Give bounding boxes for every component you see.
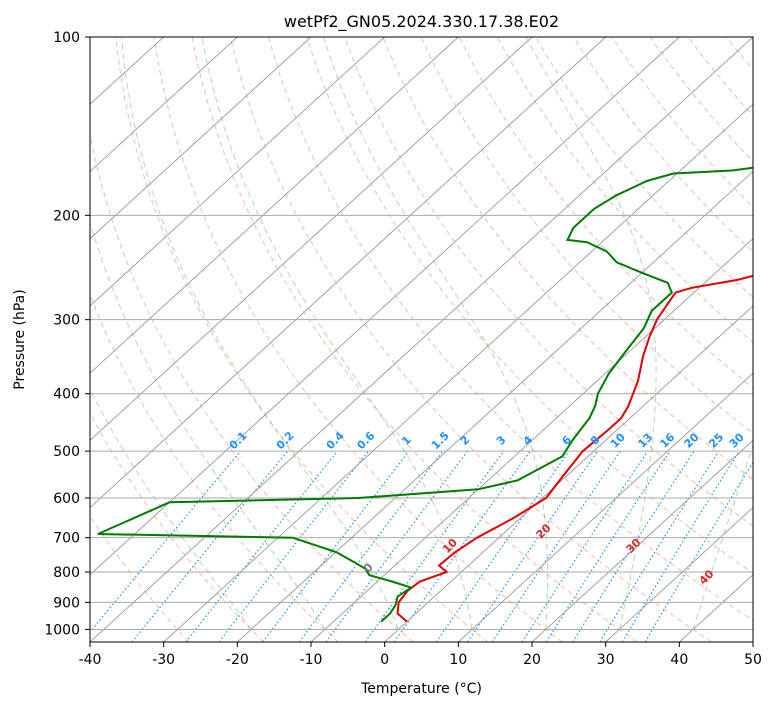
isotherm-line xyxy=(90,37,533,441)
moist-adiabat-line xyxy=(90,388,252,630)
chart-title: wetPf2_GN05.2024.330.17.38.E02 xyxy=(284,12,559,32)
dry-adiabat-line xyxy=(90,515,190,642)
temperature-profile-line xyxy=(396,274,753,623)
isotherm-line xyxy=(458,372,753,642)
isotherm-line xyxy=(90,37,459,374)
y-axis-label: Pressure (hPa) xyxy=(12,289,28,389)
y-tick-label: 200 xyxy=(53,208,80,224)
mixing-ratio-line xyxy=(466,450,599,642)
isotherm-line xyxy=(90,37,606,509)
x-tick-label: 50 xyxy=(744,652,762,668)
dewpoint-profile-line xyxy=(97,166,753,623)
dry-adiabat-line xyxy=(268,37,753,622)
mixing-ratio-line xyxy=(521,450,649,642)
y-tick-label: 300 xyxy=(53,313,80,329)
x-tick-label: 10 xyxy=(449,652,467,668)
dry-adiabat-line xyxy=(153,37,563,642)
mixing-ratio-line xyxy=(491,450,621,642)
mixing-ratio-line xyxy=(325,450,468,642)
x-tick-label: 0 xyxy=(380,652,389,668)
y-tick-label: 700 xyxy=(53,531,80,547)
dry-adiabat-line xyxy=(90,293,339,642)
mixing-ratio-line xyxy=(364,450,505,642)
y-tick-label: 100 xyxy=(53,30,80,46)
y-tick-label: 600 xyxy=(53,491,80,507)
moist-adiabat-line xyxy=(120,37,399,630)
isotherm-line xyxy=(90,37,680,576)
dry-adiabat-line xyxy=(611,37,753,208)
x-tick-label: -10 xyxy=(300,652,323,668)
mixing-ratio-line xyxy=(572,450,695,642)
isotherm-line xyxy=(90,37,753,642)
y-tick-label: 800 xyxy=(53,565,80,581)
dry-adiabat-line xyxy=(191,37,638,642)
x-tick-label: -20 xyxy=(226,652,249,668)
x-tick-label: 40 xyxy=(670,652,688,668)
isotherm-line xyxy=(310,238,753,642)
x-tick-label: -40 xyxy=(79,652,102,668)
dry-adiabat-line xyxy=(229,37,712,642)
isotherm-line xyxy=(384,305,753,642)
mixing-ratio-line xyxy=(90,450,242,633)
dry-adiabat-line xyxy=(115,37,488,642)
isotherm-line xyxy=(90,37,312,240)
x-tick-label: 20 xyxy=(523,652,541,668)
y-tick-label: 400 xyxy=(53,387,80,403)
x-tick-label: -30 xyxy=(152,652,175,668)
dry-adiabat-line xyxy=(573,37,753,253)
dry-adiabat-line xyxy=(496,37,753,344)
dry-adiabat-line xyxy=(649,37,753,163)
axis-ticks: -40 -30 -20 -10 0 10 20 30 40 50 1000 900 800 700 600 5… xyxy=(44,30,762,668)
x-tick-label: 30 xyxy=(597,652,615,668)
isotherm-line xyxy=(531,439,753,642)
dry-adiabat-line xyxy=(90,412,264,642)
mixing-ratio-line xyxy=(545,450,671,642)
mixing-ratio-line xyxy=(262,450,410,642)
dry-adiabat-line xyxy=(535,37,753,298)
moist-adiabat-line xyxy=(692,443,753,630)
x-axis-label: Temperature (°C) xyxy=(360,681,482,697)
data-series xyxy=(97,166,753,623)
y-tick-label: 900 xyxy=(53,595,80,611)
isotherm-line xyxy=(605,506,753,642)
dry-adiabat-line xyxy=(382,37,753,481)
mixing-ratio-line xyxy=(435,450,570,642)
mixing-ratio-line xyxy=(131,450,289,642)
isotherm-line xyxy=(163,103,753,642)
dry-adiabat-line xyxy=(306,37,753,574)
mixing-ratio-line xyxy=(621,450,740,642)
plot-frame xyxy=(89,36,754,643)
moist-adiabat-line xyxy=(323,37,548,630)
isotherm-line xyxy=(90,37,385,307)
moist-adiabat-line xyxy=(201,37,473,630)
isotherm-line xyxy=(237,170,753,642)
isotherm-line xyxy=(90,37,238,173)
y-tick-label: 500 xyxy=(53,444,80,460)
dry-adiabat-line xyxy=(90,131,414,642)
y-tick-label: 1000 xyxy=(44,622,80,638)
mixing-ratio-line xyxy=(185,450,339,642)
